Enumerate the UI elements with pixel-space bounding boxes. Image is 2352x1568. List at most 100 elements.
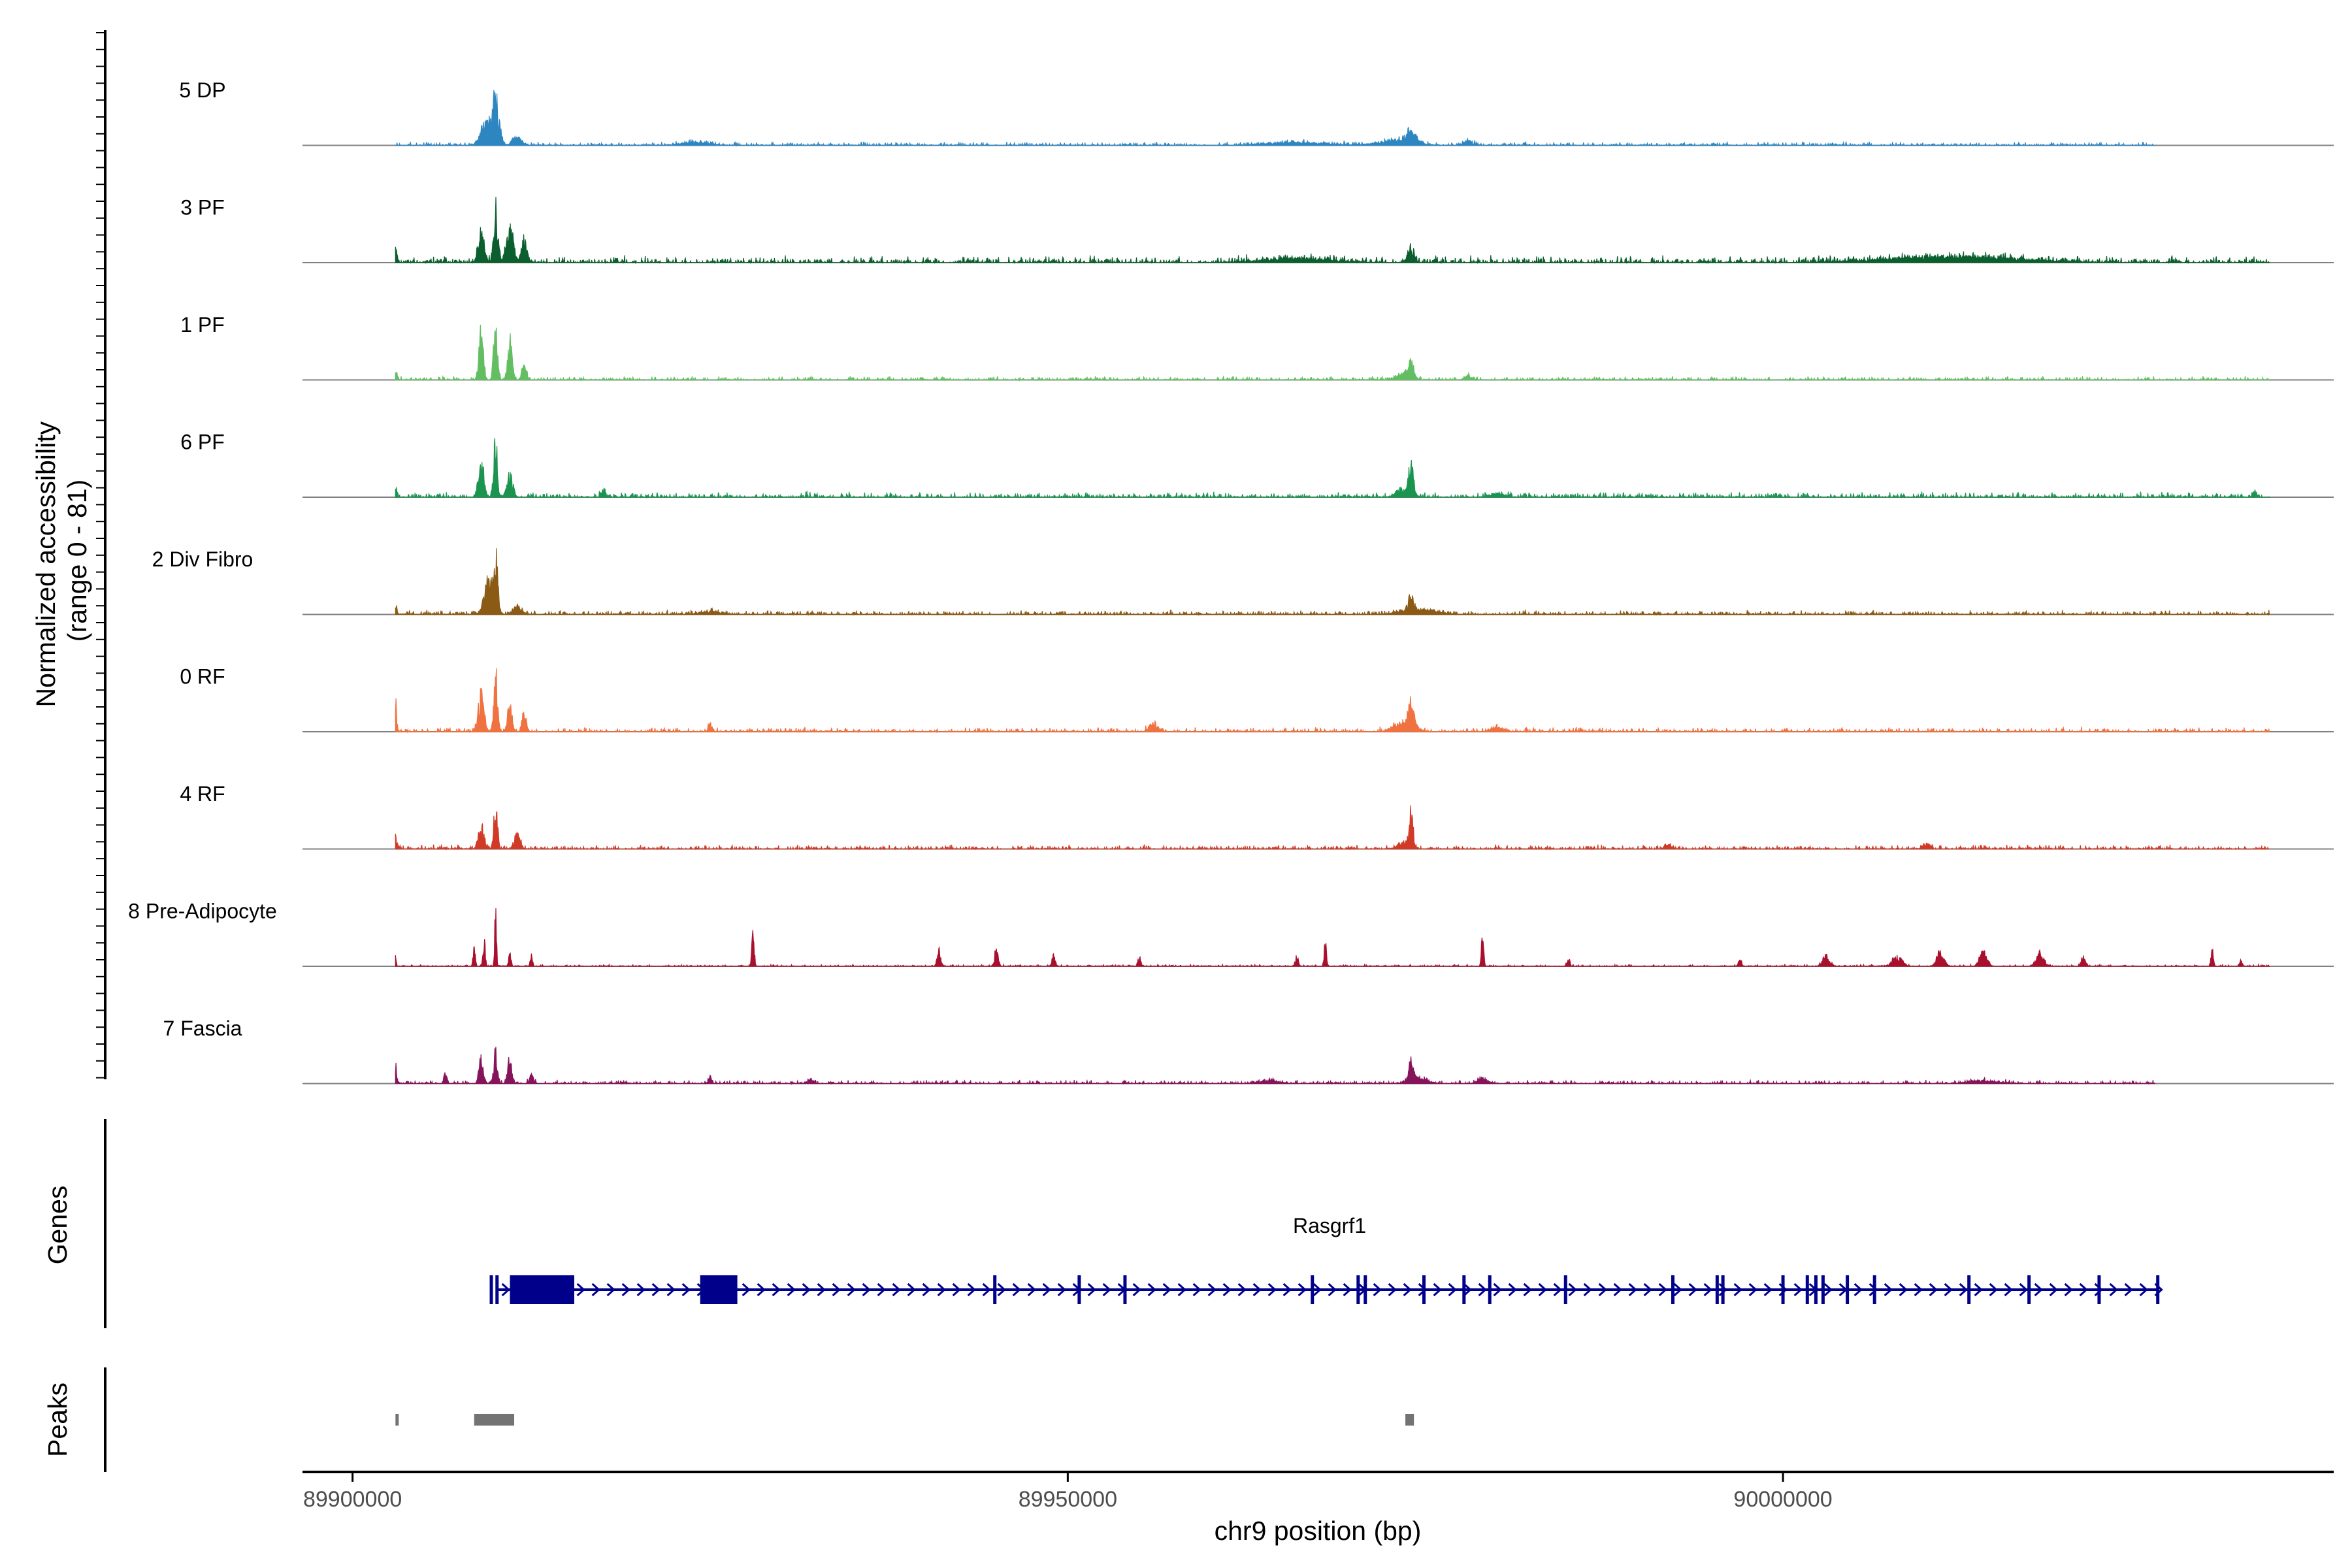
coverage-y-axis	[96, 30, 106, 1079]
strand-arrow	[621, 1282, 630, 1297]
strand-arrow	[1478, 1282, 1487, 1297]
strand-arrow	[1162, 1282, 1171, 1297]
strand-arrow	[937, 1282, 946, 1297]
strand-arrow	[982, 1282, 991, 1297]
gene-exon	[1781, 1275, 1785, 1304]
strand-arrow	[1613, 1282, 1622, 1297]
track-5-dp: 5 DP	[179, 78, 2334, 147]
gene-exon	[1721, 1275, 1725, 1304]
coverage-area	[395, 548, 2270, 616]
gene-exon	[993, 1275, 997, 1304]
strand-arrow	[1222, 1282, 1232, 1297]
strand-arrow	[2004, 1282, 2013, 1297]
strand-arrow	[1057, 1282, 1066, 1297]
strand-arrow	[1192, 1282, 1201, 1297]
strand-arrow	[1673, 1282, 1682, 1297]
genes-panel-label: Genes	[42, 1186, 73, 1265]
x-axis-label: chr9 position (bp)	[1215, 1516, 1422, 1546]
gene-exon	[1364, 1275, 1367, 1304]
strand-arrow	[651, 1282, 661, 1297]
gene-exon	[1872, 1275, 1876, 1304]
strand-arrow	[772, 1282, 781, 1297]
strand-arrow	[1298, 1282, 1307, 1297]
track-label: 6 PF	[180, 431, 225, 454]
strand-arrow	[1733, 1282, 1742, 1297]
gene-exon	[1311, 1275, 1315, 1304]
track-label: 7 Fascia	[163, 1017, 242, 1040]
gene-exon	[1715, 1275, 1719, 1304]
strand-arrow	[1403, 1282, 1412, 1297]
strand-arrow	[1448, 1282, 1457, 1297]
track-label: 3 PF	[180, 196, 225, 220]
strand-arrow	[952, 1282, 961, 1297]
strand-arrow	[1643, 1282, 1652, 1297]
coverage-area	[395, 668, 2270, 734]
gene-exon	[2097, 1275, 2101, 1304]
gene-exon	[1814, 1275, 1818, 1304]
strand-arrow	[862, 1282, 871, 1297]
strand-arrow	[1523, 1282, 1532, 1297]
strand-arrow	[1884, 1282, 1893, 1297]
y-axis-label-line2: (range 0 - 81)	[62, 480, 92, 642]
strand-arrow	[817, 1282, 826, 1297]
strand-arrow	[591, 1282, 600, 1297]
strand-arrow	[967, 1282, 976, 1297]
strand-arrow	[847, 1282, 856, 1297]
gene-exon	[1123, 1275, 1127, 1304]
gene-exon	[700, 1275, 738, 1304]
strand-arrow	[1102, 1282, 1111, 1297]
track-label: 8 Pre-Adipocyte	[128, 900, 277, 923]
track-label: 2 Div Fibro	[152, 547, 253, 571]
strand-arrow	[1282, 1282, 1292, 1297]
gene-exon	[1967, 1275, 1971, 1304]
strand-arrow	[1763, 1282, 1772, 1297]
strand-arrow	[1042, 1282, 1051, 1297]
strand-arrow	[1252, 1282, 1262, 1297]
strand-arrow	[1373, 1282, 1382, 1297]
strand-arrow	[1854, 1282, 1863, 1297]
strand-arrow	[1703, 1282, 1712, 1297]
strand-arrow	[1132, 1282, 1141, 1297]
strand-arrow	[1823, 1282, 1833, 1297]
strand-arrow	[1538, 1282, 1547, 1297]
strand-arrow	[1598, 1282, 1607, 1297]
strand-arrow	[802, 1282, 811, 1297]
coverage-area	[395, 325, 2270, 382]
strand-arrow	[1899, 1282, 1908, 1297]
track-label: 1 PF	[180, 313, 225, 336]
y-axis-label: Normalized accessibility (range 0 - 81)	[31, 414, 92, 708]
strand-arrow	[1388, 1282, 1397, 1297]
gene-exon	[1488, 1275, 1492, 1304]
track-8-pre-adipocyte: 8 Pre-Adipocyte	[128, 900, 2334, 968]
gene-exon	[2027, 1275, 2031, 1304]
strand-arrow	[787, 1282, 796, 1297]
track-label: 4 RF	[180, 782, 225, 806]
strand-arrow	[1583, 1282, 1592, 1297]
strand-arrow	[757, 1282, 766, 1297]
strand-arrow	[922, 1282, 931, 1297]
coverage-area	[395, 438, 2271, 499]
strand-arrow	[1147, 1282, 1156, 1297]
gene-exon	[1821, 1275, 1825, 1304]
strand-arrow	[2094, 1282, 2103, 1297]
gene-exon	[1563, 1275, 1567, 1304]
strand-arrow	[2109, 1282, 2118, 1297]
strand-arrow	[576, 1282, 585, 1297]
strand-arrow	[1553, 1282, 1562, 1297]
strand-arrow	[2034, 1282, 2043, 1297]
gene-track	[489, 1275, 2163, 1304]
strand-arrow	[1087, 1282, 1096, 1297]
strand-arrow	[1944, 1282, 1953, 1297]
gene-exon	[1077, 1275, 1081, 1304]
strand-arrow	[606, 1282, 615, 1297]
strand-arrow	[1433, 1282, 1442, 1297]
strand-arrow	[2079, 1282, 2088, 1297]
track-2-div-fibro: 2 Div Fibro	[152, 547, 2334, 616]
peak-region	[395, 1414, 399, 1426]
strand-arrow	[1974, 1282, 1983, 1297]
gene-exon	[1805, 1275, 1809, 1304]
gene-exon	[1356, 1275, 1360, 1304]
strand-arrow	[1328, 1282, 1337, 1297]
gene-exon	[1671, 1275, 1674, 1304]
strand-arrow	[1793, 1282, 1803, 1297]
